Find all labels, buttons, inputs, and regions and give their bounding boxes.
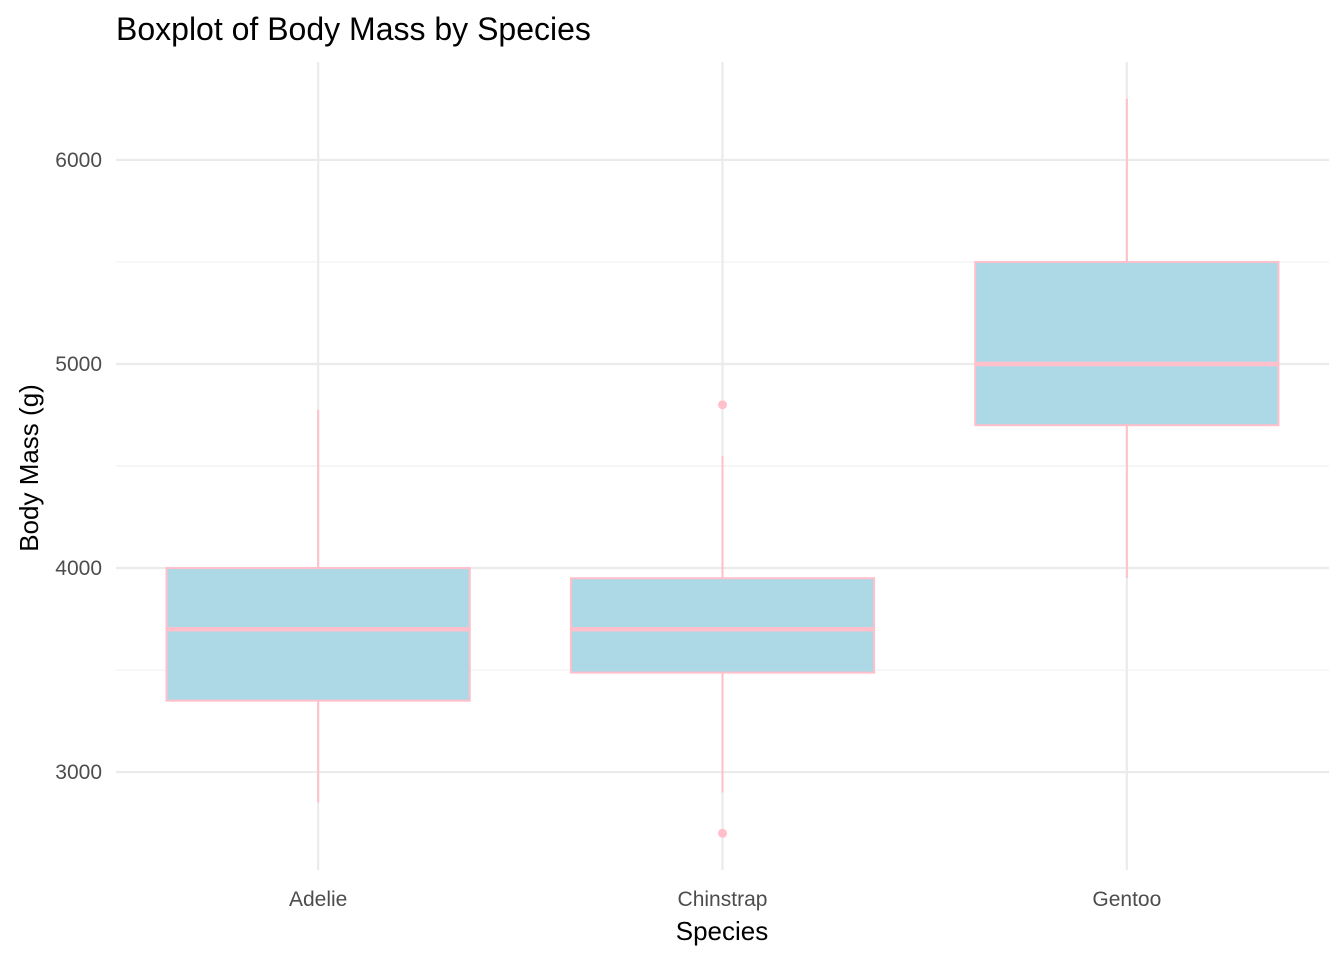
x-axis-title: Species: [676, 916, 769, 946]
box-chinstrap: [569, 400, 876, 838]
outlier-point: [718, 400, 727, 410]
iqr-box: [974, 260, 1280, 427]
outlier-point: [718, 828, 727, 838]
chart-title: Boxplot of Body Mass by Species: [116, 11, 591, 47]
x-tick-label: Gentoo: [1092, 888, 1161, 911]
y-axis-title: Body Mass (g): [14, 384, 44, 552]
y-tick-label: 4000: [55, 557, 102, 580]
boxes: [165, 98, 1280, 838]
iqr-box: [165, 567, 471, 702]
y-tick-label: 3000: [55, 761, 102, 784]
y-tick-label: 5000: [55, 353, 102, 376]
box-adelie: [165, 409, 471, 803]
x-tick-label: Chinstrap: [678, 888, 768, 911]
iqr-box: [569, 577, 876, 674]
y-tick-label: 6000: [55, 149, 102, 172]
tick-labels: 3000 4000 5000 6000 Adelie Chinstrap Gentoo: [55, 149, 1161, 911]
x-tick-label: Adelie: [289, 888, 347, 911]
box-gentoo: [974, 98, 1280, 579]
